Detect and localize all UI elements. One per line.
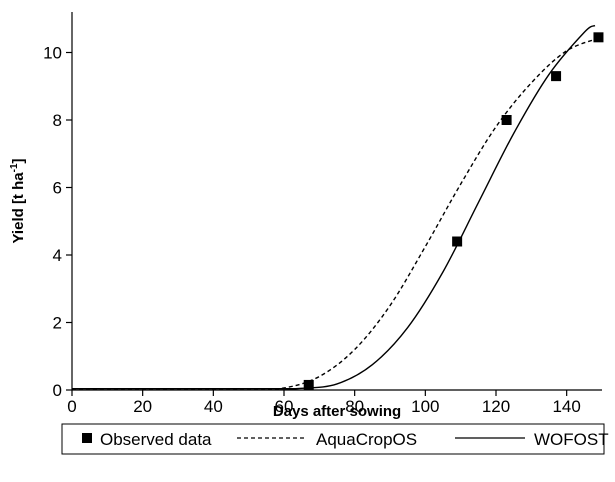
y-tick-label: 6: [53, 179, 62, 198]
legend-observed-label: Observed data: [100, 430, 212, 449]
observed-data-point: [551, 71, 562, 82]
y-axis-title-main: Yield [t ha: [10, 172, 27, 244]
x-tick-label: 80: [345, 397, 364, 416]
observed-data-point: [501, 115, 512, 125]
x-tick-label: 0: [67, 397, 76, 416]
legend-observed-swatch: [82, 433, 92, 443]
x-tick-label: 120: [482, 397, 510, 416]
x-tick-label: 60: [275, 397, 294, 416]
legend: Observed data AquaCropOS WOFOST: [61, 423, 609, 455]
x-tick-label: 140: [552, 397, 580, 416]
observed-data-point: [303, 379, 314, 390]
y-tick-label: 0: [53, 381, 62, 400]
x-tick-label: 40: [204, 397, 223, 416]
y-tick-label: 10: [43, 44, 62, 63]
legend-box: [61, 423, 605, 455]
series-lines: [71, 24, 603, 390]
y-axis-title-tail: ]: [10, 158, 27, 163]
observed-data-point: [452, 236, 463, 247]
wofost-line: [71, 24, 596, 390]
x-axis-title: Days after sowing: [273, 403, 401, 420]
y-ticks: 0 2 4 6 8 10: [43, 44, 72, 400]
x-tick-label: 20: [133, 397, 152, 416]
y-tick-label: 4: [53, 246, 62, 265]
aquacropos-line: [71, 36, 603, 390]
y-tick-label: 2: [53, 314, 62, 333]
x-tick-label: 100: [411, 397, 439, 416]
legend-aquacrop-label: AquaCropOS: [316, 430, 417, 449]
observed-data-point: [593, 32, 604, 43]
x-ticks: 0 20 40 60 80 100 120 140: [67, 390, 581, 416]
y-axis-title: Yield [t ha-1]: [9, 158, 27, 243]
y-axis-title-sup: -1: [9, 163, 20, 172]
y-tick-label: 8: [53, 111, 62, 130]
plot-area: 0 2 4 6 8 10 0 20 40 60 80 100 120 140: [43, 12, 604, 416]
series-markers: [303, 32, 604, 390]
legend-wofost-label: WOFOST: [534, 430, 609, 449]
